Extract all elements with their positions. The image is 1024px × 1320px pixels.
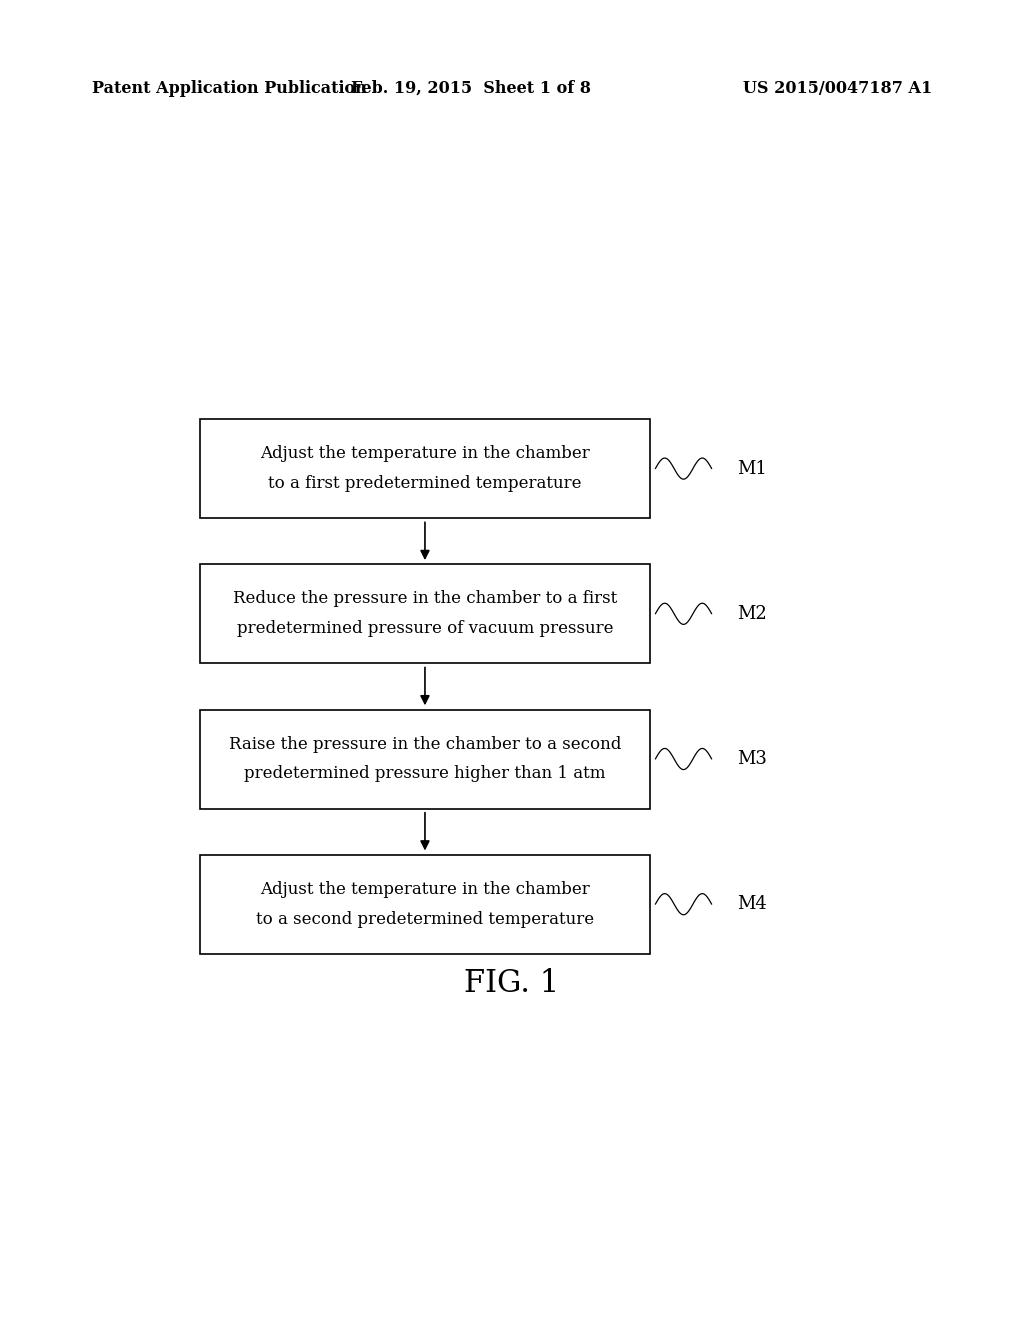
Text: to a first predetermined temperature: to a first predetermined temperature bbox=[268, 475, 582, 492]
Text: Feb. 19, 2015  Sheet 1 of 8: Feb. 19, 2015 Sheet 1 of 8 bbox=[351, 81, 591, 96]
Bar bbox=[200, 418, 650, 517]
Text: US 2015/0047187 A1: US 2015/0047187 A1 bbox=[742, 81, 932, 96]
Text: predetermined pressure higher than 1 atm: predetermined pressure higher than 1 atm bbox=[244, 766, 606, 783]
Text: M4: M4 bbox=[737, 895, 767, 913]
Text: M2: M2 bbox=[737, 605, 767, 623]
Bar bbox=[200, 565, 650, 663]
Text: M3: M3 bbox=[737, 750, 767, 768]
Text: FIG. 1: FIG. 1 bbox=[464, 968, 560, 999]
Text: Raise the pressure in the chamber to a second: Raise the pressure in the chamber to a s… bbox=[228, 735, 622, 752]
Text: Patent Application Publication: Patent Application Publication bbox=[92, 81, 367, 96]
Text: Adjust the temperature in the chamber: Adjust the temperature in the chamber bbox=[260, 445, 590, 462]
Bar bbox=[200, 855, 650, 953]
Text: predetermined pressure of vacuum pressure: predetermined pressure of vacuum pressur… bbox=[237, 620, 613, 638]
Text: to a second predetermined temperature: to a second predetermined temperature bbox=[256, 911, 594, 928]
Text: M1: M1 bbox=[737, 459, 767, 478]
Text: Reduce the pressure in the chamber to a first: Reduce the pressure in the chamber to a … bbox=[232, 590, 617, 607]
Text: Adjust the temperature in the chamber: Adjust the temperature in the chamber bbox=[260, 880, 590, 898]
Bar bbox=[200, 710, 650, 808]
